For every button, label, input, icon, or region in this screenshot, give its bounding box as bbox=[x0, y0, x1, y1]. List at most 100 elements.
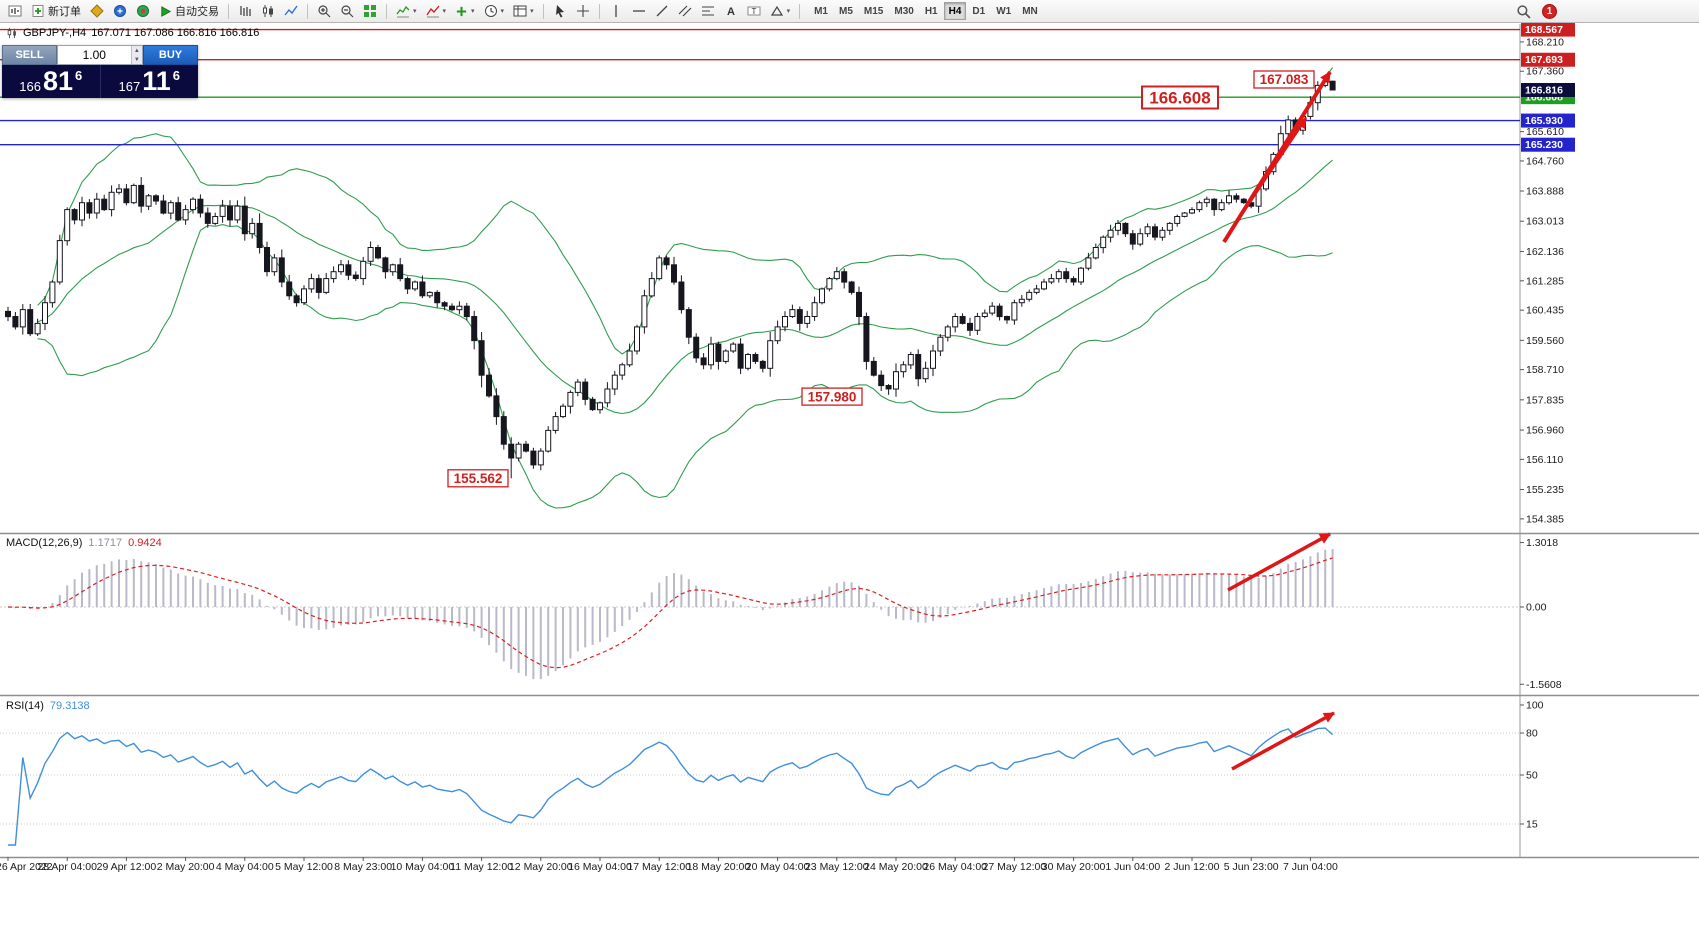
ask-price-display[interactable]: 167 11 6 bbox=[101, 65, 199, 98]
timeframe-h1-button[interactable]: H1 bbox=[920, 2, 943, 20]
volume-input[interactable] bbox=[58, 46, 131, 64]
svg-text:165.230: 165.230 bbox=[1525, 139, 1563, 151]
svg-text:156.960: 156.960 bbox=[1526, 425, 1564, 437]
objects-list-button[interactable]: ▾ bbox=[422, 1, 451, 21]
candlestick-chart-button[interactable] bbox=[257, 1, 279, 21]
svg-text:30 May 20:00: 30 May 20:00 bbox=[1042, 861, 1106, 873]
crosshair-tool-button[interactable] bbox=[572, 1, 594, 21]
auto-trading-label: 自动交易 bbox=[175, 6, 219, 18]
svg-text:164.760: 164.760 bbox=[1526, 155, 1564, 167]
timeframe-d1-button[interactable]: D1 bbox=[967, 2, 990, 20]
vertical-line-tool-button[interactable] bbox=[605, 1, 627, 21]
timeframe-w1-button[interactable]: W1 bbox=[991, 2, 1016, 20]
bid-prefix: 166 bbox=[19, 79, 41, 94]
main-toolbar: 新订单 自动交易 ▾ ▾ ▾ bbox=[0, 0, 1699, 23]
dropdown-caret: ▾ bbox=[413, 7, 417, 15]
toolbar-right-group: 1 bbox=[1512, 1, 1557, 21]
add-object-button[interactable]: ▾ bbox=[451, 1, 479, 21]
svg-text:27 May 12:00: 27 May 12:00 bbox=[983, 861, 1047, 873]
svg-text:28 Apr 04:00: 28 Apr 04:00 bbox=[37, 861, 97, 873]
zoom-in-icon bbox=[318, 5, 331, 18]
trendline-tool-button[interactable] bbox=[651, 1, 673, 21]
annotations-layer: 166.608 167.083 157.980 155.562 bbox=[447, 70, 1335, 771]
dropdown-caret: ▾ bbox=[471, 7, 475, 15]
line-chart-button[interactable] bbox=[280, 1, 302, 21]
period-button[interactable]: ▾ bbox=[480, 1, 509, 21]
volume-up-button[interactable]: ▲ bbox=[131, 46, 142, 55]
trend-arrow bbox=[1231, 711, 1335, 771]
shapes-tool-button[interactable]: ▾ bbox=[766, 1, 795, 21]
svg-text:10 May 04:00: 10 May 04:00 bbox=[391, 861, 455, 873]
macd-main-value: 1.1717 bbox=[88, 537, 123, 549]
svg-text:166.608: 166.608 bbox=[1149, 88, 1210, 107]
market-watch-icon bbox=[90, 4, 104, 18]
fibonacci-tool-button[interactable] bbox=[697, 1, 719, 21]
toolbar-separator bbox=[228, 3, 229, 19]
svg-text:24 May 20:00: 24 May 20:00 bbox=[864, 861, 928, 873]
timeframe-h4-button[interactable]: H4 bbox=[943, 2, 967, 20]
buy-button[interactable]: BUY bbox=[143, 45, 198, 65]
svg-text:26 Apr 2022: 26 Apr 2022 bbox=[0, 861, 53, 873]
svg-text:156.110: 156.110 bbox=[1526, 454, 1563, 466]
svg-text:155.562: 155.562 bbox=[454, 471, 503, 486]
svg-text:162.136: 162.136 bbox=[1526, 246, 1564, 258]
new-order-icon bbox=[32, 5, 44, 17]
trend-arrow bbox=[1227, 532, 1331, 592]
navigator-button[interactable] bbox=[109, 1, 131, 21]
volume-down-button[interactable]: ▼ bbox=[131, 55, 142, 64]
chart-window-icon bbox=[8, 5, 22, 17]
horizontal-line-tool-button[interactable] bbox=[628, 1, 650, 21]
svg-text:163.888: 163.888 bbox=[1526, 186, 1564, 198]
timeframe-m30-button[interactable]: M30 bbox=[889, 2, 918, 20]
cursor-tool-button[interactable] bbox=[549, 1, 571, 21]
channel-tool-button[interactable] bbox=[674, 1, 696, 21]
text-tool-button[interactable]: A bbox=[720, 1, 742, 21]
svg-text:18 May 20:00: 18 May 20:00 bbox=[687, 861, 751, 873]
svg-text:1.3018: 1.3018 bbox=[1526, 537, 1558, 549]
rsi-panel bbox=[0, 727, 1520, 846]
candles-layer bbox=[5, 80, 1336, 479]
text-label-tool-button[interactable]: T bbox=[743, 1, 765, 21]
auto-trading-button[interactable]: 自动交易 bbox=[155, 1, 223, 21]
timeframe-m1-button[interactable]: M1 bbox=[809, 2, 833, 20]
search-button[interactable] bbox=[1512, 1, 1535, 21]
charts-menu-button[interactable] bbox=[4, 1, 26, 21]
indicators-button[interactable]: ▾ bbox=[392, 1, 421, 21]
trend-arrow bbox=[1241, 117, 1308, 213]
timeframe-mn-button[interactable]: MN bbox=[1017, 2, 1043, 20]
svg-text:165.930: 165.930 bbox=[1525, 115, 1563, 127]
new-order-button[interactable]: 新订单 bbox=[27, 1, 85, 21]
svg-text:8 May 23:00: 8 May 23:00 bbox=[334, 861, 392, 873]
dropdown-caret: ▾ bbox=[786, 7, 791, 15]
macd-signal-value: 0.9424 bbox=[128, 537, 162, 549]
terminal-button[interactable] bbox=[132, 1, 154, 21]
sell-button[interactable]: SELL bbox=[2, 45, 57, 65]
timeframe-m15-button[interactable]: M15 bbox=[859, 2, 888, 20]
tile-windows-button[interactable] bbox=[359, 1, 381, 21]
svg-text:4 May 04:00: 4 May 04:00 bbox=[216, 861, 274, 873]
bid-pip-digit: 6 bbox=[75, 68, 83, 83]
bar-chart-button[interactable] bbox=[234, 1, 256, 21]
bid-big-digits: 81 bbox=[42, 66, 73, 96]
svg-text:11 May 12:00: 11 May 12:00 bbox=[450, 861, 513, 873]
bid-price-display[interactable]: 166 81 6 bbox=[2, 65, 101, 98]
svg-text:157.980: 157.980 bbox=[808, 389, 857, 404]
notification-badge[interactable]: 1 bbox=[1542, 3, 1557, 19]
price-axis[interactable]: 168.210 167.360 165.610 164.760 163.888 163.0… bbox=[1520, 22, 1575, 831]
crosshair-icon bbox=[576, 5, 589, 17]
zoom-in-button[interactable] bbox=[313, 1, 335, 21]
zoom-out-button[interactable] bbox=[336, 1, 358, 21]
svg-text:168.210: 168.210 bbox=[1526, 36, 1564, 48]
symbol-period-label: GBPJPY-,H4 bbox=[23, 27, 87, 39]
svg-text:A: A bbox=[727, 6, 735, 18]
svg-text:23 May 12:00: 23 May 12:00 bbox=[805, 861, 869, 873]
template-button[interactable]: ▾ bbox=[509, 1, 538, 21]
timeframe-m5-button[interactable]: M5 bbox=[834, 2, 858, 20]
price-annotation: 155.562 bbox=[447, 469, 509, 488]
market-watch-button[interactable] bbox=[86, 1, 108, 21]
price-annotation: 157.980 bbox=[801, 387, 863, 406]
template-icon bbox=[513, 5, 527, 17]
ask-pip-digit: 6 bbox=[172, 68, 180, 83]
